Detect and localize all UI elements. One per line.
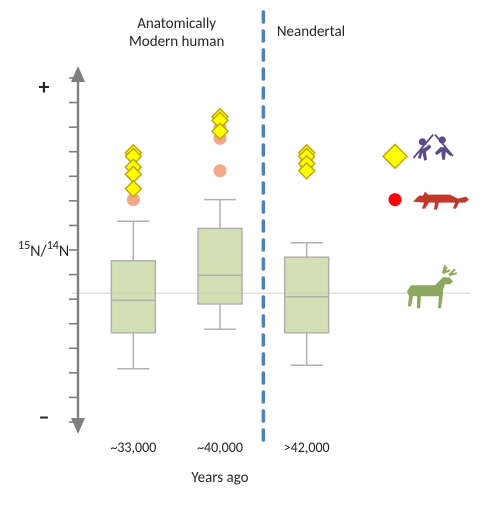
plus-label: +	[39, 73, 50, 100]
x-tick-label: ~40,000	[197, 439, 243, 456]
arrowhead-up	[71, 66, 85, 82]
boxplot-box	[198, 228, 242, 304]
minus-label: –	[39, 403, 50, 430]
wolf-icon	[413, 192, 469, 210]
boxplot-box	[285, 257, 329, 333]
circle-marker	[214, 165, 226, 177]
x-tick-label: >42,000	[284, 439, 330, 456]
boxplot-box	[111, 261, 155, 333]
diamond-marker	[383, 144, 407, 168]
circle-marker	[389, 194, 401, 206]
x-axis-title: Years ago	[191, 469, 248, 487]
arrowhead-down	[71, 418, 85, 434]
header-col1-l2: Modern human	[129, 33, 224, 51]
deer-icon	[407, 265, 457, 308]
humans-icon	[413, 135, 453, 161]
x-tick-label: ~33,000	[110, 439, 156, 456]
diamond-marker	[125, 181, 141, 197]
y-axis-label: 15N/14N	[18, 239, 69, 261]
header-col2: Neandertal	[277, 23, 345, 41]
header-col1-l1: Anatomically	[137, 15, 216, 33]
